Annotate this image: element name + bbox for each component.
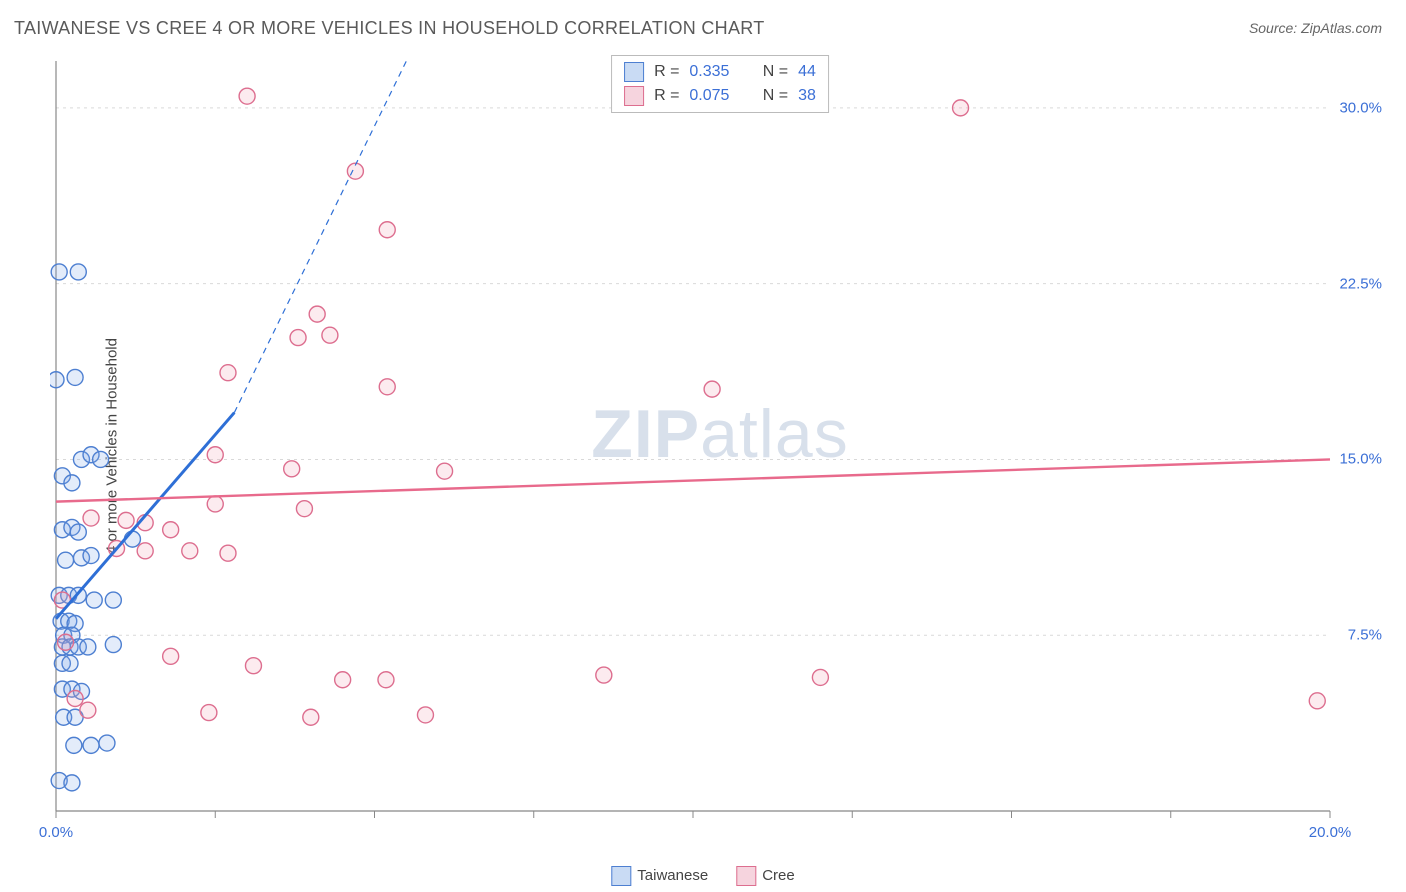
source-attribution: Source: ZipAtlas.com	[1249, 20, 1382, 36]
legend-item: Taiwanese	[611, 866, 708, 886]
legend-label: Taiwanese	[637, 867, 708, 884]
correlation-row: R = 0.335 N = 44	[624, 60, 816, 84]
correlation-legend: R = 0.335 N = 44R = 0.075 N = 38	[611, 55, 829, 113]
scatter-plot-svg	[50, 55, 1390, 845]
legend-swatch	[611, 866, 631, 886]
y-tick-label: 30.0%	[1339, 99, 1382, 116]
series-legend: Taiwanese Cree	[611, 866, 794, 886]
plot-area: ZIPatlas R = 0.335 N = 44R = 0.075 N = 3…	[50, 55, 1390, 845]
legend-item: Cree	[736, 866, 795, 886]
legend-swatch	[736, 866, 756, 886]
x-tick-label: 0.0%	[39, 824, 73, 841]
legend-swatch	[624, 62, 644, 82]
y-tick-label: 22.5%	[1339, 275, 1382, 292]
legend-swatch	[624, 86, 644, 106]
correlation-row: R = 0.075 N = 38	[624, 84, 816, 108]
legend-label: Cree	[762, 867, 795, 884]
x-tick-label: 20.0%	[1309, 824, 1352, 841]
chart-title: TAIWANESE VS CREE 4 OR MORE VEHICLES IN …	[14, 18, 765, 38]
y-tick-label: 7.5%	[1348, 627, 1382, 644]
y-tick-label: 15.0%	[1339, 451, 1382, 468]
